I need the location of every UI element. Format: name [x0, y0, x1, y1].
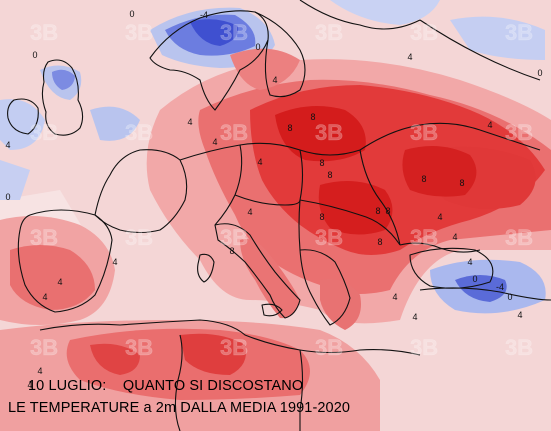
- contour-label: 8: [319, 212, 324, 222]
- warm-anomaly-plus-4-italy: [240, 239, 300, 319]
- contour-label: 0: [472, 274, 477, 284]
- contour-label: 4: [42, 292, 47, 302]
- contour-label: 4: [57, 277, 62, 287]
- watermark-3b: 3B: [505, 335, 533, 360]
- contour-label: 8: [421, 174, 426, 184]
- watermark-3b: 3B: [410, 120, 438, 145]
- contour-label: 0: [537, 68, 542, 78]
- contour-label: 4: [487, 120, 492, 130]
- cold-anomaly-russia-north: [450, 16, 545, 61]
- contour-label: 8: [229, 246, 234, 256]
- watermark-3b: 3B: [125, 225, 153, 250]
- contour-label: 8: [310, 112, 315, 122]
- warm-anomaly-plus-6-tunisia: [180, 333, 246, 375]
- contour-label: 4: [37, 366, 42, 376]
- watermark-3b: 3B: [30, 225, 58, 250]
- watermark-3b: 3B: [125, 335, 153, 360]
- watermark-3b: 3B: [220, 335, 248, 360]
- contour-label: -4: [496, 282, 504, 292]
- watermark-3b: 3B: [315, 225, 343, 250]
- watermark-3b: 3B: [30, 335, 58, 360]
- contour-label: 4: [257, 157, 262, 167]
- contour-label: 4: [452, 232, 457, 242]
- contour-label: 4: [247, 207, 252, 217]
- watermark-3b: 3B: [410, 20, 438, 45]
- contour-label: 0: [129, 9, 134, 19]
- watermark-3b: 3B: [30, 120, 58, 145]
- watermark-3b: 3B: [410, 335, 438, 360]
- contour-label: 8: [377, 237, 382, 247]
- cold-anomaly-north-sea: [90, 106, 140, 141]
- watermark-3b: 3B: [505, 20, 533, 45]
- contour-label: 8: [327, 170, 332, 180]
- contour-label: 4: [27, 380, 32, 390]
- watermark-3b: 3B: [505, 225, 533, 250]
- contour-label: 0: [32, 50, 37, 60]
- contour-label: 4: [407, 52, 412, 62]
- contour-label: 8: [459, 178, 464, 188]
- caption-description: LE TEMPERATURE a 2m DALLA MEDIA 1991-202…: [8, 400, 351, 416]
- contour-label: 4: [272, 75, 277, 85]
- contour-label: 8: [375, 206, 380, 216]
- coastline-and-border-lines: [7, 0, 551, 431]
- contour-label: 4: [112, 257, 117, 267]
- caption-date-title: 10 LUGLIO: QUANTO SI DISCOSTANO: [28, 378, 304, 394]
- watermark-3b: 3B: [220, 20, 248, 45]
- watermark-3b: 3B: [220, 120, 248, 145]
- warm-anomaly-plus-4-africa: [66, 328, 311, 400]
- watermark-3b: 3B: [315, 20, 343, 45]
- contour-label: 8: [385, 206, 390, 216]
- cold-anomaly-ireland: [0, 99, 45, 150]
- contour-label: 4: [412, 312, 417, 322]
- contour-label: 4: [437, 212, 442, 222]
- contour-label: 0: [507, 292, 512, 302]
- cold-anomaly-uk-core: [52, 69, 75, 90]
- warm-anomaly-plus-4-greece: [320, 279, 361, 330]
- contour-label: 4: [467, 257, 472, 267]
- contour-label: 4: [517, 310, 522, 320]
- contour-label: 4: [5, 140, 10, 150]
- contour-label: 8: [287, 123, 292, 133]
- cold-anomaly-biscay: [0, 160, 30, 200]
- contour-label: 4: [392, 292, 397, 302]
- contour-label: 4: [187, 117, 192, 127]
- warm-anomaly-plus-8-poland: [275, 106, 366, 162]
- watermark-3b: 3B: [125, 120, 153, 145]
- watermark-3b: 3B: [220, 225, 248, 250]
- cold-anomaly-scandinavia-deep: [190, 19, 239, 46]
- watermark-3b: 3B: [315, 335, 343, 360]
- contour-label: -4: [200, 10, 208, 20]
- cold-anomaly-arctic: [330, 0, 440, 25]
- watermark-3b: 3B: [410, 225, 438, 250]
- watermark-3b: 3B: [505, 120, 533, 145]
- cold-anomaly-turkey-core: [455, 275, 507, 302]
- contour-label: 8: [319, 158, 324, 168]
- watermark-3b: 3B: [315, 120, 343, 145]
- warm-anomaly-plus-8-ukraine: [402, 146, 477, 197]
- contour-label: 0: [255, 42, 260, 52]
- watermark-3b: 3B: [30, 20, 58, 45]
- contour-label: 0: [5, 192, 10, 202]
- warm-anomaly-plus-6-algeria: [90, 343, 140, 375]
- watermarks: 3B 3B 3B 3B 3B 3B 3B 3B 3B 3B 3B 3B 3B 3…: [30, 20, 534, 361]
- contour-label: 4: [212, 137, 217, 147]
- contour-labels: -4 0 0 0 0 0 4 4 4 4 4 4 4 4 4 4 4 4 4 4…: [5, 9, 542, 390]
- warm-anomaly-plus-4-spain: [10, 245, 95, 310]
- watermark-3b: 3B: [125, 20, 153, 45]
